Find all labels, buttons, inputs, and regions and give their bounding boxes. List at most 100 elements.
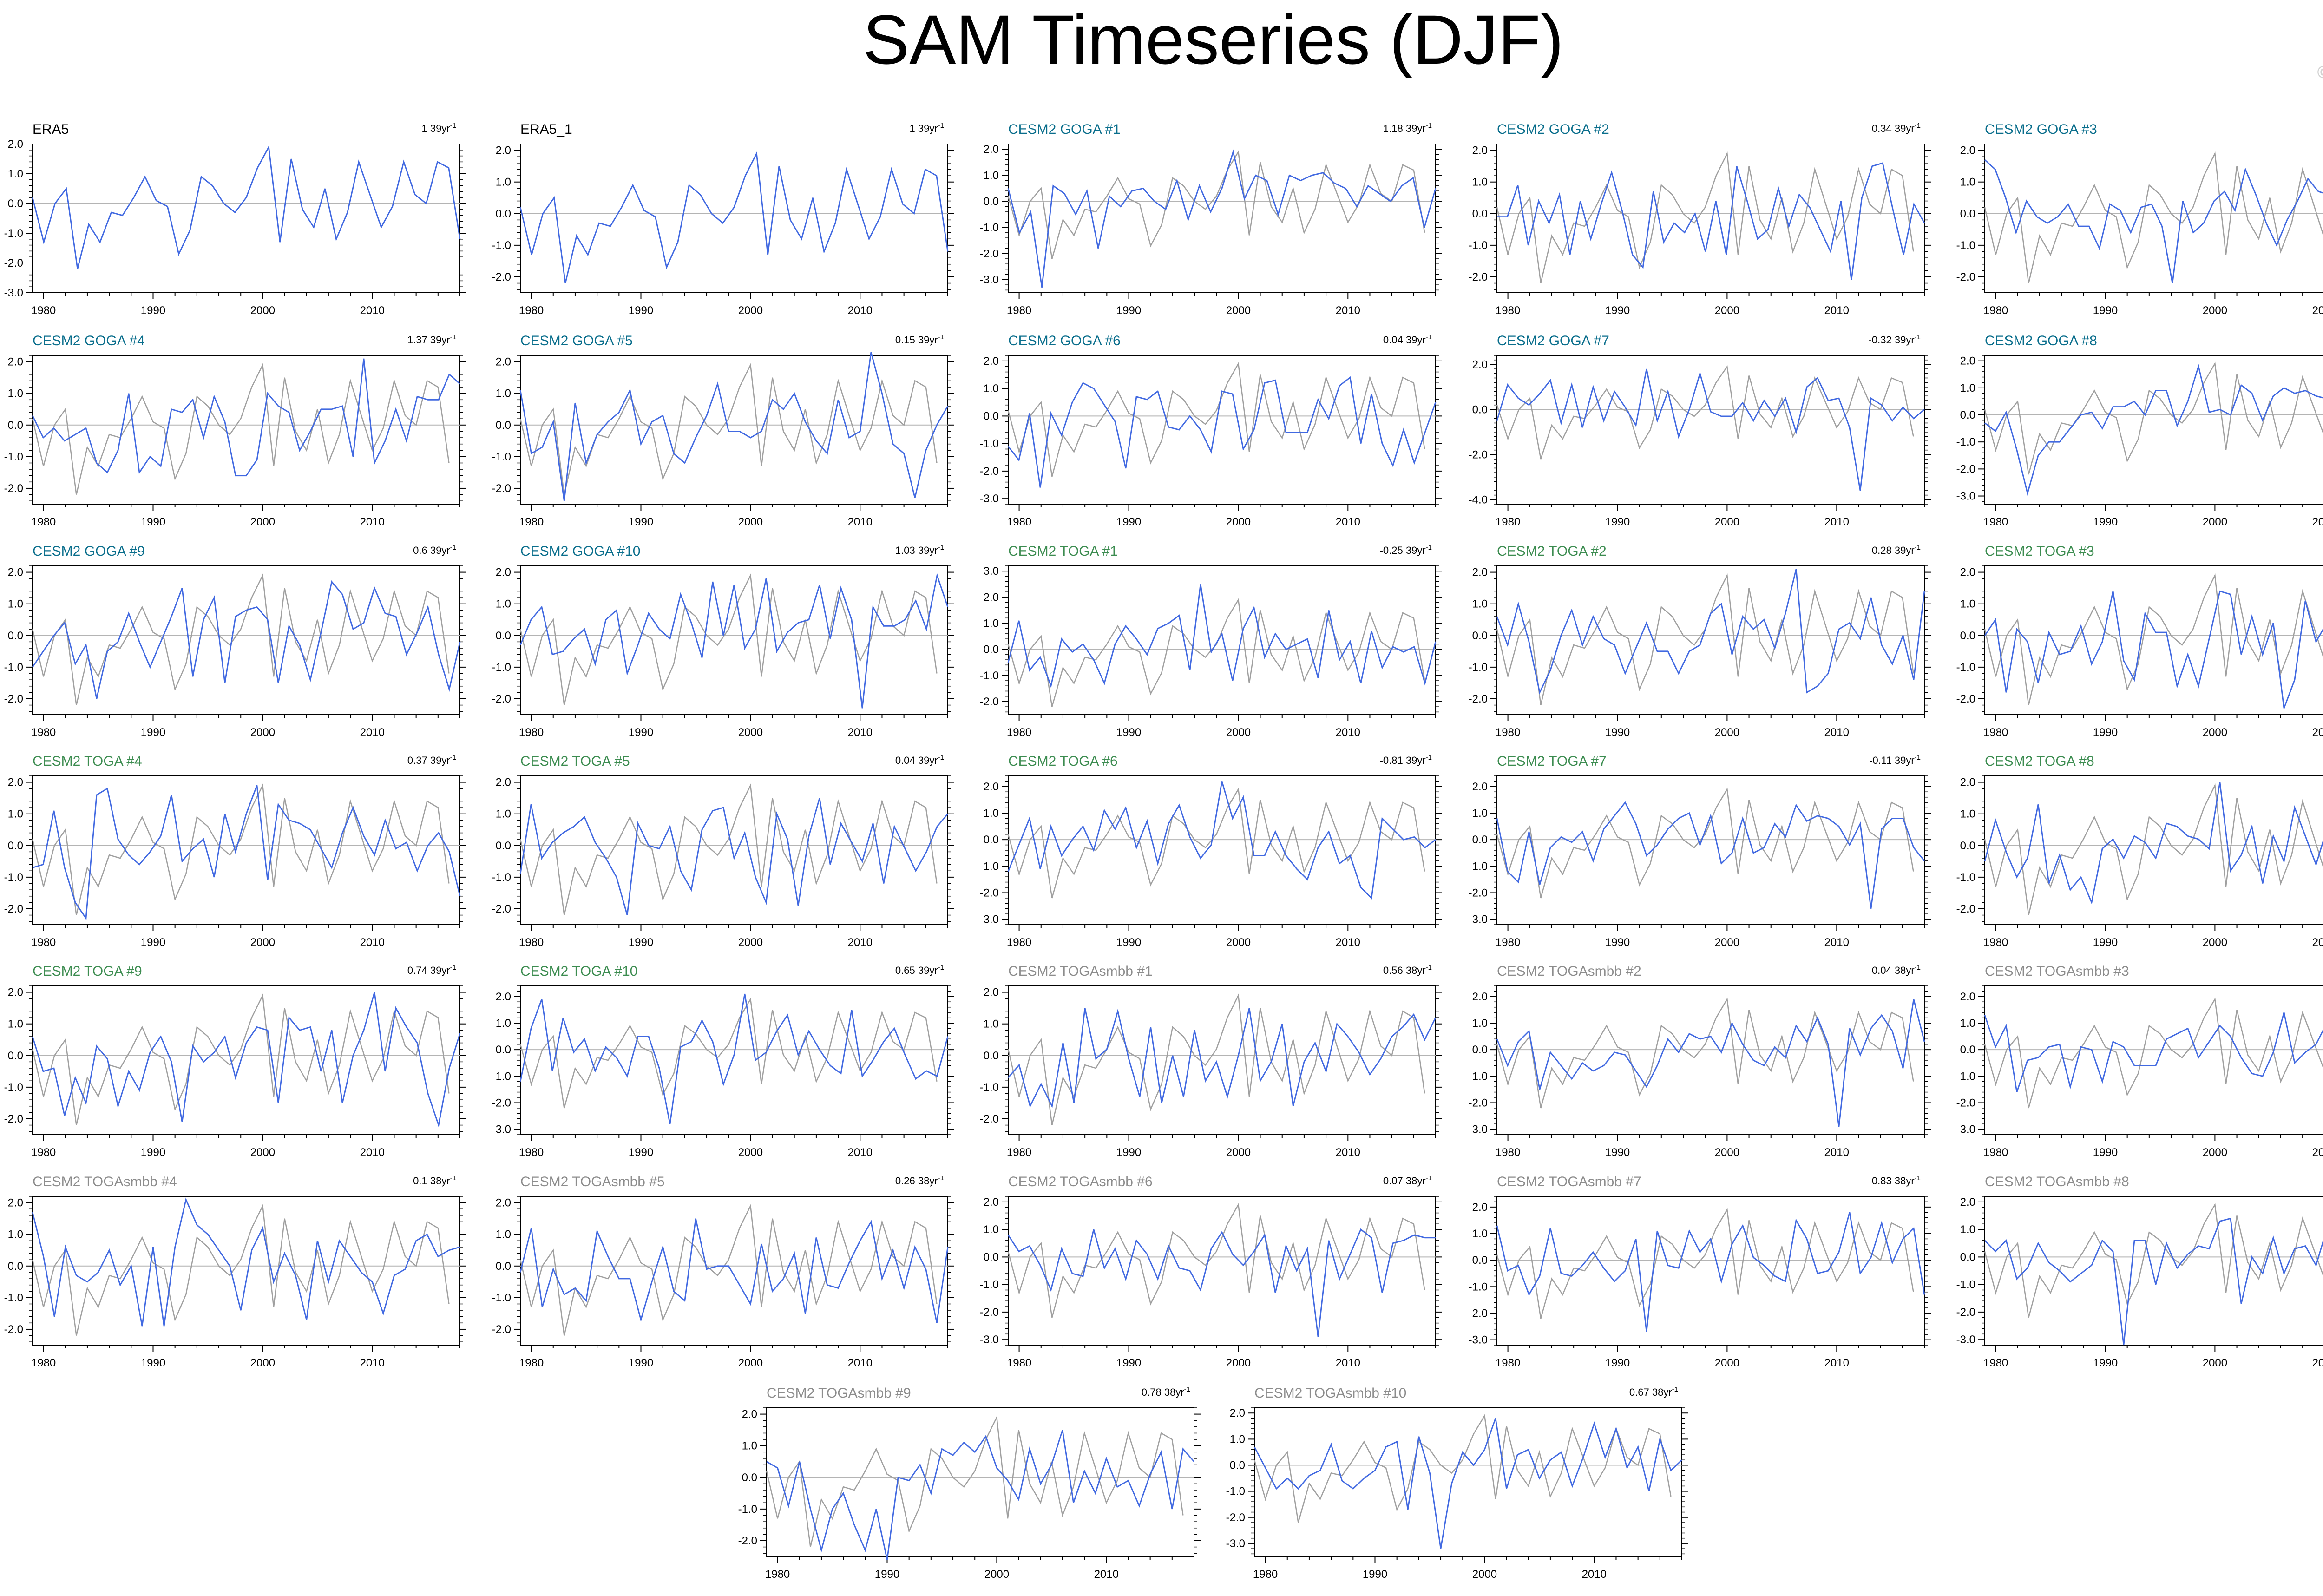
panel-frame <box>1984 985 2323 1135</box>
x-tick-label: 2000 <box>1226 726 1251 739</box>
panel-goga-7: CESM2 GOGA #7 -0.32 39yr-1 2.0 0.0 -2.0 -4.0 1… <box>1469 333 1931 528</box>
x-tick-label: 2010 <box>360 936 385 949</box>
y-tick-label: 2.0 <box>8 776 23 789</box>
trend-exponent: -1 <box>1672 1386 1678 1393</box>
x-tick-label: 1980 <box>1496 726 1520 739</box>
y-tick-label: 2.0 <box>984 781 999 793</box>
y-tick-label: 2.0 <box>1960 991 1975 1003</box>
panel-frame <box>520 985 948 1135</box>
y-tick-label: 0.0 <box>8 197 23 210</box>
panel-title: CESM2 GOGA #5 <box>520 333 633 348</box>
y-tick-label: 2.0 <box>1960 566 1975 579</box>
panel-goga-8: CESM2 GOGA #81.28 39yr-12.01.00.0-1.0-2.… <box>1956 333 2323 528</box>
x-tick-label: 2010 <box>360 304 385 317</box>
trend-exponent: -1 <box>1915 333 1921 341</box>
x-tick-label: 2010 <box>1824 304 1849 317</box>
x-tick-label: 1980 <box>519 1146 544 1159</box>
y-tick-label: 0.0 <box>1960 1044 1975 1056</box>
y-tick-label: -1.0 <box>1226 1485 1245 1498</box>
x-tick-label: 1980 <box>31 516 56 528</box>
panel-toga-3: CESM2 TOGA #30.69 39yr-12.01.00.0-1.0-2.… <box>1956 544 2323 739</box>
x-tick-label: 1980 <box>1496 1146 1520 1159</box>
y-tick-label: 0.0 <box>742 1471 757 1484</box>
panel-goga-2: CESM2 GOGA #2 0.34 39yr-1 2.0 1.0 0.0 -1.0 -2.… <box>1469 122 1931 317</box>
x-tick-label: 1980 <box>1496 936 1520 949</box>
panel-title: CESM2 TOGA #2 <box>1497 544 1607 559</box>
x-tick-label: 2010 <box>2312 936 2323 949</box>
y-tick-label: -2.0 <box>1469 448 1488 461</box>
x-tick-label: 1980 <box>1496 304 1520 317</box>
trend-label: 1 39yr-1 <box>422 122 457 134</box>
reference-series-line <box>1007 361 1425 477</box>
panel-toga-10: CESM2 TOGA #10 0.65 39yr-1 2.0 1.0 0.0 -1.0 -2… <box>492 964 954 1159</box>
reference-series-line <box>1984 361 2323 475</box>
panel-frame <box>1984 355 2323 505</box>
y-tick-label: 2.0 <box>8 986 23 999</box>
y-tick-label: 2.0 <box>984 1196 999 1208</box>
x-tick-label: 1980 <box>31 304 56 317</box>
y-tick-label: 3.0 <box>984 565 999 578</box>
y-tick-label: -2.0 <box>980 1306 999 1319</box>
y-tick-label: 1.0 <box>496 1228 511 1241</box>
panel-smbb-9: CESM2 TOGAsmbb #9 0.78 38yr-1 2.0 1.0 0.0 -1.… <box>738 1386 1201 1581</box>
y-tick-label: -2.0 <box>1956 463 1975 475</box>
y-tick-label: -2.0 <box>492 1097 511 1109</box>
reference-series-line <box>1007 150 1425 259</box>
x-tick-label: 2000 <box>2203 1357 2227 1369</box>
trend-label: 1.18 39yr-1 <box>1383 122 1432 134</box>
y-tick-label: 0.0 <box>984 1251 999 1263</box>
trend-exponent: -1 <box>450 754 456 762</box>
y-tick-label: -1.0 <box>980 438 999 450</box>
x-tick-label: 1980 <box>31 1146 56 1159</box>
y-tick-label: 0.0 <box>984 644 999 656</box>
x-tick-label: 2010 <box>848 304 873 317</box>
x-tick-label: 1990 <box>141 516 165 528</box>
panel-title: CESM2 TOGAsmbb #1 <box>1008 964 1153 979</box>
panel-toga-7: CESM2 TOGA #7 -0.11 39yr-1 2.0 1.0 0.0 -1.0 -2… <box>1469 754 1931 949</box>
series-line <box>32 785 461 920</box>
trend-exponent: -1 <box>450 1174 456 1182</box>
y-tick-label: 0.0 <box>496 840 511 852</box>
x-tick-label: 2010 <box>1336 1146 1360 1159</box>
y-tick-label: 0.0 <box>496 208 511 220</box>
y-tick-label: 1.0 <box>1472 1017 1488 1030</box>
x-tick-label: 2010 <box>1094 1568 1119 1581</box>
y-tick-label: 1.0 <box>984 169 999 182</box>
trend-label: -0.11 39yr-1 <box>1869 754 1921 766</box>
x-tick-label: 2000 <box>738 1357 763 1369</box>
series-line <box>32 1197 460 1327</box>
panel-frame <box>1496 985 1925 1135</box>
trend-exponent: -1 <box>1915 754 1921 762</box>
y-tick-label: 0.0 <box>984 410 999 422</box>
x-tick-label: 2010 <box>360 1357 385 1369</box>
panel-title: CESM2 TOGA #6 <box>1008 754 1118 769</box>
y-tick-label: 1.0 <box>984 807 999 820</box>
y-tick-label: -2.0 <box>492 693 511 705</box>
x-tick-label: 2010 <box>1824 726 1849 739</box>
panel-toga-2: CESM2 TOGA #2 0.28 39yr-1 2.0 1.0 0.0 -1.0 -2.… <box>1469 544 1931 739</box>
x-tick-label: 1990 <box>1363 1568 1387 1581</box>
panel-frame <box>32 1196 460 1346</box>
series-line <box>32 992 461 1128</box>
panel-frame <box>1496 565 1925 715</box>
y-tick-label: -1.0 <box>4 1292 23 1304</box>
y-tick-label: -1.0 <box>980 670 999 682</box>
panel-goga-1: CESM2 GOGA #1 1.18 39yr-1 2.0 1.0 0.0 -1.0 -2.… <box>980 122 1442 317</box>
trend-exponent: -1 <box>450 122 456 130</box>
x-tick-label: 1980 <box>31 1357 56 1369</box>
y-tick-label: -2.0 <box>492 1323 511 1336</box>
y-tick-label: 0.0 <box>984 196 999 208</box>
series-line <box>1007 1228 1436 1337</box>
y-tick-label: -1.0 <box>1956 661 1975 674</box>
y-tick-label: -3.0 <box>4 287 23 299</box>
y-tick-label: -1.0 <box>492 239 511 252</box>
series-line <box>1253 1418 1682 1549</box>
y-tick-label: 1.0 <box>8 1018 23 1031</box>
y-tick-label: -1.0 <box>1956 871 1975 884</box>
y-tick-label: -3.0 <box>492 1123 511 1136</box>
y-tick-label: 1.0 <box>8 598 23 611</box>
y-tick-label: -3.0 <box>1226 1537 1245 1550</box>
panel-frame <box>1008 565 1436 715</box>
y-tick-label: 2.0 <box>8 566 23 579</box>
trend-label: 0.67 38yr-1 <box>1629 1386 1678 1398</box>
